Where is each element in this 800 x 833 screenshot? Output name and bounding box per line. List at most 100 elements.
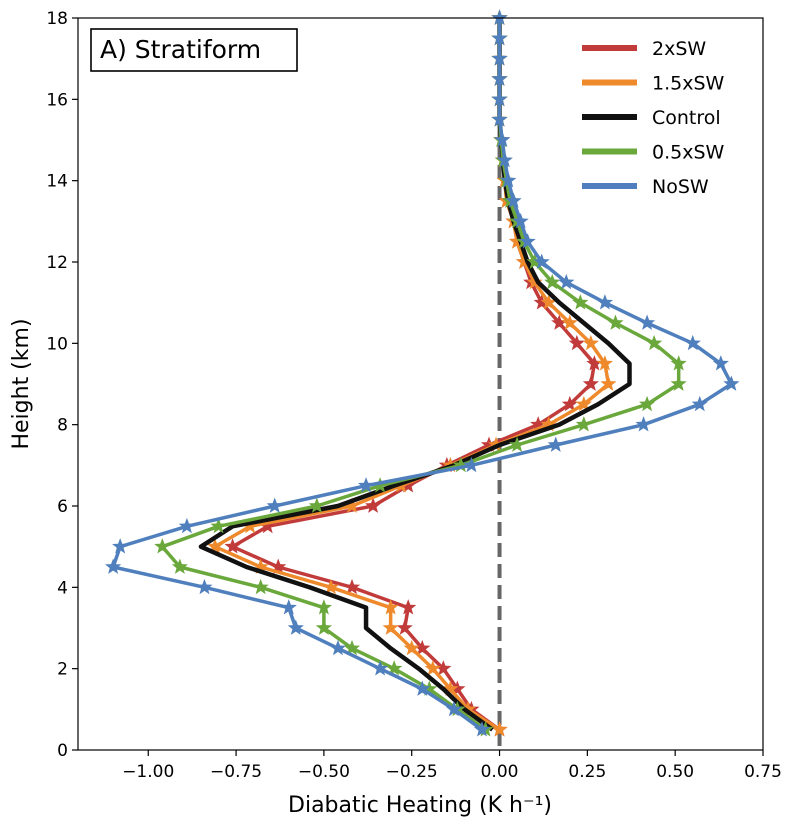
y-tick-label: 14 [46,172,68,192]
ticks-layer: −1.00 −0.75 −0.50 −0.25 0.00 0.25 0.50 0.75 0 2 4 6… [46,9,782,782]
x-tick-label: 0.25 [568,762,606,782]
data-point-marker [480,436,498,452]
legend-label: NoSW [652,176,709,198]
data-point-marker [500,172,517,188]
data-point-marker [691,395,708,412]
data-point-marker [526,253,543,269]
data-point-marker [473,721,491,737]
legend-item: 2xSW [582,38,706,60]
y-tick-label: 6 [57,497,68,517]
data-point-marker [561,314,578,330]
data-point-marker [491,50,508,66]
y-tick-label: 16 [46,90,68,110]
data-point-marker [459,700,477,717]
data-point-marker [400,599,417,615]
data-point-marker [421,680,438,696]
data-point-marker [596,294,614,310]
data-point-marker [463,456,480,473]
data-point-marker [442,680,459,696]
legend-label: 1.5xSW [652,73,725,95]
data-point-marker [558,273,575,290]
data-point-marker [544,273,561,290]
data-point-marker [154,538,171,554]
data-point-marker [512,212,529,229]
data-point-marker [287,619,304,635]
data-point-marker [386,660,403,676]
data-point-marker [519,233,536,249]
data-point-marker [315,599,332,615]
data-point-marker [638,395,656,412]
data-point-marker [516,253,533,269]
data-point-marker [670,355,687,371]
data-point-marker [646,334,663,351]
data-point-marker [242,517,259,534]
data-point-marker [210,517,227,534]
x-tick-label: 0.50 [656,762,694,782]
data-point-marker [224,538,241,554]
y-tick-label: 4 [57,578,68,598]
data-point-marker [638,314,656,330]
data-point-marker [403,639,420,656]
data-point-marker [372,660,389,676]
data-point-marker [723,375,740,391]
data-point-marker [582,375,599,391]
data-point-marker [572,294,589,310]
data-point-marker [343,639,361,656]
plot-frame [77,17,764,751]
data-point-marker [505,192,522,208]
data-point-marker [491,90,508,107]
data-point-marker [496,151,513,168]
data-point-marker [343,578,361,595]
y-tick-label: 8 [57,416,68,436]
data-point-marker [551,314,568,330]
x-tick-label: −0.25 [386,762,438,782]
data-point-marker [308,497,325,513]
y-tick-label: 0 [57,741,68,761]
data-point-marker [364,497,382,513]
data-point-marker [533,294,550,310]
data-point-marker [322,578,340,595]
data-point-marker [607,314,624,330]
data-point-marker [533,253,550,269]
data-point-marker [491,70,508,86]
data-point-marker [575,416,592,432]
data-point-marker [540,294,557,310]
data-point-marker [112,538,129,554]
data-point-marker [414,639,431,656]
data-point-marker [280,599,297,615]
legend-label: 0.5xSW [652,142,725,164]
data-point-marker [670,375,687,391]
data-point-marker [105,558,122,574]
data-point-marker [491,111,508,127]
legend-label: Control [652,107,721,129]
data-point-marker [491,9,508,25]
data-point-marker [178,517,195,534]
data-point-marker [424,660,441,676]
series-nosw [105,9,740,737]
data-point-marker [266,497,283,513]
data-point-marker [343,497,361,513]
legend-item: 0.5xSW [582,142,725,164]
y-tick-label: 2 [57,660,68,680]
data-point-marker [526,273,543,290]
legend-item: Control [582,107,721,129]
data-point-marker [270,558,287,574]
data-point-marker [491,721,508,737]
y-tick-label: 10 [46,334,68,354]
x-tick-label: −0.75 [210,762,262,782]
legend-item: NoSW [582,176,709,198]
data-point-marker [329,639,347,656]
series-layer [105,9,740,750]
data-point-marker [449,680,466,696]
data-point-marker [684,334,701,351]
data-point-marker [252,558,269,574]
data-point-marker [547,436,564,452]
legend: 2xSW 1.5xSW Control 0.5xSW NoSW [582,38,725,198]
data-point-marker [540,416,557,432]
data-point-marker [635,416,652,432]
data-point-marker [435,660,452,676]
data-point-marker [582,334,599,351]
x-tick-label: 0.00 [481,762,519,782]
data-point-marker [396,619,413,635]
